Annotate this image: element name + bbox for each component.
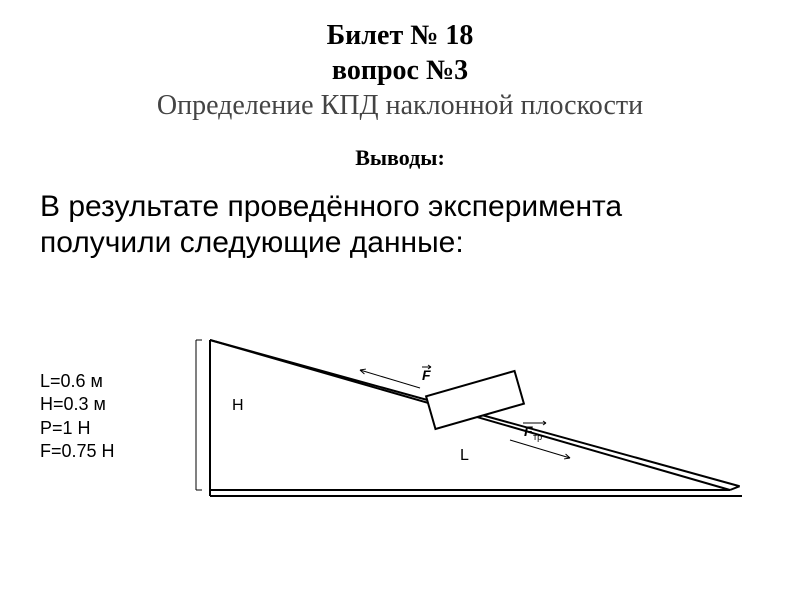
data-P: P=1 Н <box>40 417 115 440</box>
svg-text:L: L <box>460 447 469 464</box>
inclined-plane-diagram: F Fтр H L <box>190 330 750 550</box>
data-F: F=0.75 Н <box>40 440 115 463</box>
svg-text:F: F <box>422 367 431 383</box>
topic-line: Определение КПД наклонной плоскости <box>0 88 800 123</box>
svg-text:F: F <box>524 423 533 439</box>
body-text: В результате проведённого эксперимента п… <box>0 171 800 261</box>
ticket-line: Билет № 18 <box>0 18 800 53</box>
svg-text:H: H <box>232 397 244 414</box>
question-line: вопрос №3 <box>0 53 800 88</box>
experiment-data: L=0.6 м H=0.3 м P=1 Н F=0.75 Н <box>40 370 115 464</box>
data-L: L=0.6 м <box>40 370 115 393</box>
svg-text:тр: тр <box>533 432 542 442</box>
page: Билет № 18 вопрос №3 Определение КПД нак… <box>0 0 800 600</box>
data-H: H=0.3 м <box>40 393 115 416</box>
header-block: Билет № 18 вопрос №3 Определение КПД нак… <box>0 18 800 123</box>
subheader: Выводы: <box>0 145 800 171</box>
